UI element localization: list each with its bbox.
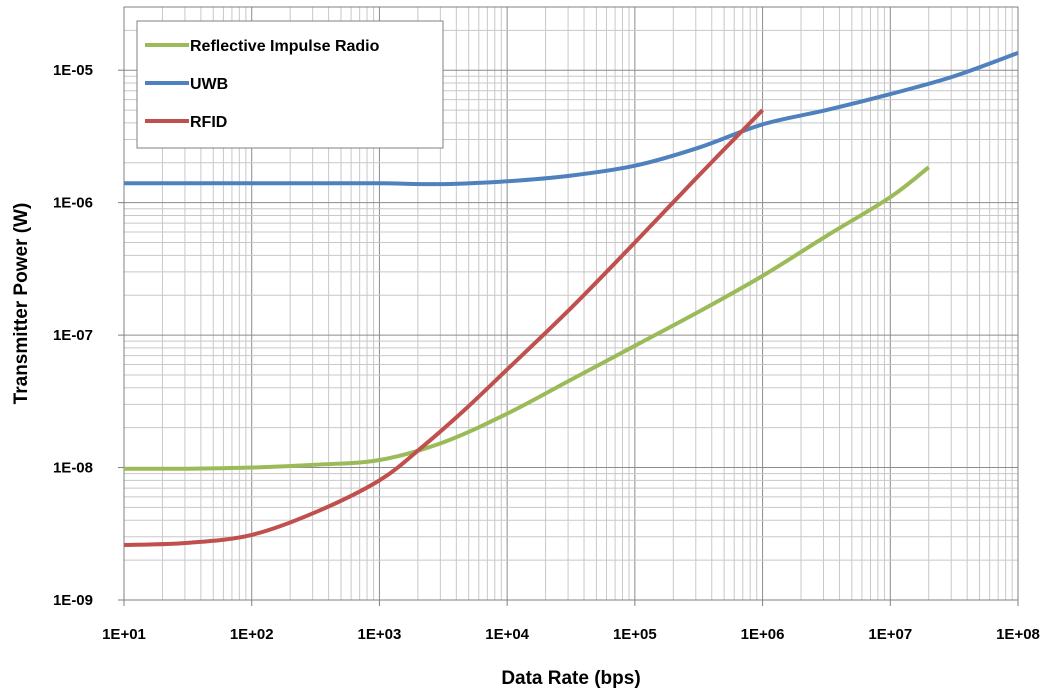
legend-items: Reflective Impulse Radio UWB RFID [145, 38, 380, 131]
series-line-uwb [123, 51, 1019, 187]
legend-item-reflective-impulse-radio: Reflective Impulse Radio [145, 38, 380, 55]
y-tick-label: 1E-07 [53, 327, 93, 344]
x-tick-label: 1E+08 [996, 626, 1040, 643]
x-tick-label: 1E+07 [868, 626, 912, 643]
x-axis-ticks: 1E+01 1E+02 1E+03 1E+04 1E+05 1E+06 1E+07 1E+08 [102, 600, 1040, 643]
y-tick-label: 1E-05 [53, 62, 93, 79]
x-tick-label: 1E+05 [613, 626, 657, 643]
x-tick-label: 1E+06 [741, 626, 785, 643]
x-tick-label: 1E+03 [358, 626, 402, 643]
x-axis-title: Data Rate (bps) [501, 668, 640, 689]
y-axis-title: Transmitter Power (W) [11, 203, 32, 405]
legend-label: Reflective Impulse Radio [190, 38, 380, 55]
legend-label: RFID [190, 114, 227, 131]
series-line-reflective-impulse-radio [123, 165, 930, 471]
series-lines [123, 51, 1019, 548]
legend-item-rfid: RFID [145, 114, 227, 131]
x-tick-label: 1E+02 [230, 626, 274, 643]
plot-area-frame [123, 6, 1019, 601]
x-tick-label: 1E+04 [485, 626, 529, 643]
x-tick-label: 1E+01 [102, 626, 146, 643]
y-axis-ticks: 1E-09 1E-08 1E-07 1E-06 1E-05 [53, 62, 124, 609]
y-tick-label: 1E-09 [53, 592, 93, 609]
legend-label: UWB [190, 76, 228, 93]
y-tick-label: 1E-06 [53, 195, 93, 212]
series-line-rfid [123, 108, 765, 548]
legend: Reflective Impulse Radio UWB RFID [136, 20, 444, 149]
legend-item-uwb: UWB [145, 76, 228, 93]
y-tick-label: 1E-08 [53, 460, 93, 477]
